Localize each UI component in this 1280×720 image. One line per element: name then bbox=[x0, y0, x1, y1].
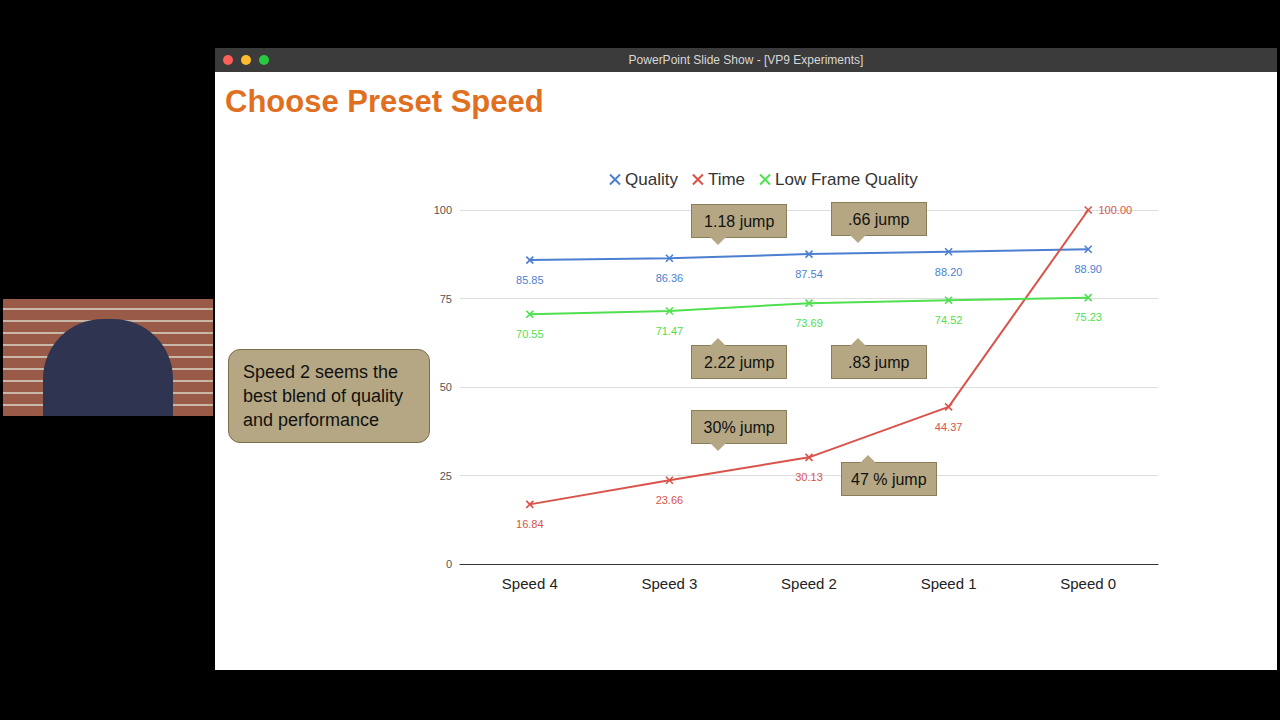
svg-text:Quality: Quality bbox=[625, 170, 678, 189]
svg-text:Speed 1: Speed 1 bbox=[921, 575, 977, 592]
svg-text:87.54: 87.54 bbox=[795, 268, 823, 280]
html-text:2.22 jump: 2.22 jump bbox=[704, 354, 775, 371]
svg-text:100.00: 100.00 bbox=[1099, 204, 1133, 216]
svg-text:74.52: 74.52 bbox=[935, 314, 963, 326]
svg-text:16.84: 16.84 bbox=[516, 518, 544, 530]
html-text:1.18 jump: 1.18 jump bbox=[704, 213, 775, 230]
svg-text:25: 25 bbox=[440, 470, 452, 482]
svg-text:0: 0 bbox=[446, 558, 452, 570]
svg-text:88.90: 88.90 bbox=[1074, 263, 1102, 275]
html-text:47 % jump: 47 % jump bbox=[851, 471, 927, 488]
svg-text:71.47: 71.47 bbox=[656, 325, 684, 337]
svg-text:Speed 0: Speed 0 bbox=[1060, 575, 1116, 592]
svg-text:Speed 2: Speed 2 bbox=[781, 575, 837, 592]
svg-text:88.20: 88.20 bbox=[935, 266, 963, 278]
svg-text:Low Frame Quality: Low Frame Quality bbox=[775, 170, 918, 189]
html-text:.83 jump: .83 jump bbox=[848, 354, 910, 371]
html-text:PowerPoint Slide Show - [VP9 E: PowerPoint Slide Show - [VP9 Experiments… bbox=[628, 53, 864, 67]
svg-text:Speed 3: Speed 3 bbox=[641, 575, 697, 592]
svg-text:86.36: 86.36 bbox=[656, 272, 684, 284]
svg-text:50: 50 bbox=[440, 381, 452, 393]
svg-text:Speed 4: Speed 4 bbox=[502, 575, 558, 592]
html-text:30% jump: 30% jump bbox=[703, 419, 775, 436]
svg-text:Time: Time bbox=[708, 170, 745, 189]
svg-text:75: 75 bbox=[440, 293, 452, 305]
svg-text:73.69: 73.69 bbox=[795, 317, 823, 329]
html-text:Choose Preset Speed: Choose Preset Speed bbox=[225, 84, 544, 119]
html-text:Speed 2 seems the best blend o: Speed 2 seems the best blend of quality … bbox=[243, 362, 404, 430]
svg-text:44.37: 44.37 bbox=[935, 421, 963, 433]
svg-text:75.23: 75.23 bbox=[1074, 311, 1102, 323]
html-text:.66 jump: .66 jump bbox=[848, 211, 910, 228]
svg-text:23.66: 23.66 bbox=[656, 494, 684, 506]
svg-text:85.85: 85.85 bbox=[516, 274, 544, 286]
svg-text:70.55: 70.55 bbox=[516, 328, 544, 340]
svg-text:30.13: 30.13 bbox=[795, 471, 823, 483]
svg-text:100: 100 bbox=[434, 204, 452, 216]
